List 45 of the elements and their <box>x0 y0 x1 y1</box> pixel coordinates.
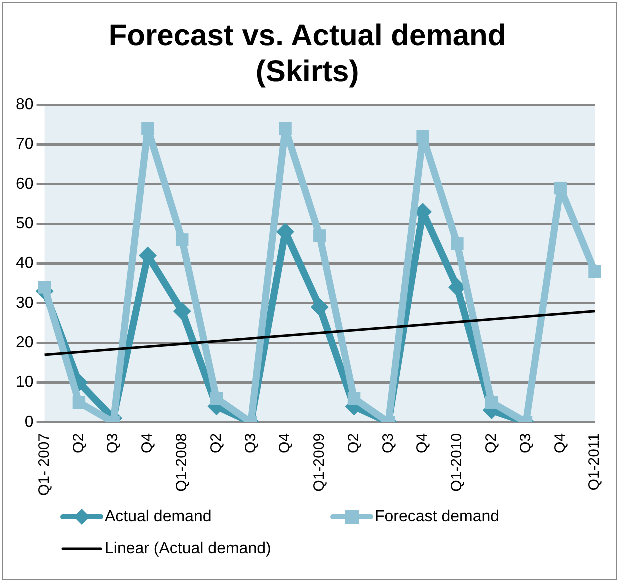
point <box>554 182 567 195</box>
x-tick-label: Q4 <box>552 433 569 454</box>
y-tick-label: 80 <box>16 96 34 114</box>
legend-label: Actual demand <box>105 508 212 526</box>
x-tick-label: Q1-2009 <box>311 433 328 492</box>
x-tick-label: Q1- 2007 <box>36 433 53 496</box>
y-tick-label: 0 <box>24 414 34 431</box>
point <box>72 396 86 409</box>
x-tick-label: Q4 <box>139 433 156 454</box>
point <box>210 392 224 406</box>
x-tick-label: Q4 <box>414 433 432 454</box>
legend-label: Linear (Actual demand) <box>105 540 272 558</box>
point <box>176 234 189 246</box>
y-tick-label: 20 <box>16 334 34 352</box>
point <box>451 238 464 250</box>
legend-label: Forecast demand <box>375 508 500 526</box>
y-tick-label: 70 <box>16 136 34 154</box>
point <box>485 396 498 409</box>
x-tick-label: Q2 <box>482 433 500 454</box>
x-tick-label: Q1-2011 <box>586 433 604 491</box>
x-tick-label: Q3 <box>380 433 397 454</box>
x-tick-label: Q4 <box>276 433 294 454</box>
y-tick-label: 40 <box>16 255 34 272</box>
y-tick-label: 60 <box>16 176 34 193</box>
point <box>314 230 326 242</box>
point <box>279 122 292 136</box>
point <box>310 298 329 316</box>
point <box>173 302 192 320</box>
y-tick-label: 50 <box>16 215 34 232</box>
x-tick-label: Q3 <box>517 433 534 454</box>
chart-title: Forecast vs. Actual demand (Skirts) <box>108 19 506 88</box>
x-tick-label: Q1-2010 <box>448 433 466 492</box>
y-tick-label: 10 <box>16 374 34 392</box>
point <box>38 281 52 294</box>
x-tick-label: Q2 <box>70 433 88 454</box>
x-tick-label: Q3 <box>242 433 260 454</box>
point <box>416 130 430 144</box>
x-tick-label: Q2 <box>208 433 225 454</box>
y-tick-label: 30 <box>16 294 34 312</box>
x-tick-label: Q3 <box>104 433 122 454</box>
x-tick-label: Q1-2008 <box>173 433 190 492</box>
point <box>142 122 154 136</box>
point <box>348 392 361 406</box>
point <box>588 265 602 278</box>
x-tick-label: Q2 <box>345 433 362 454</box>
